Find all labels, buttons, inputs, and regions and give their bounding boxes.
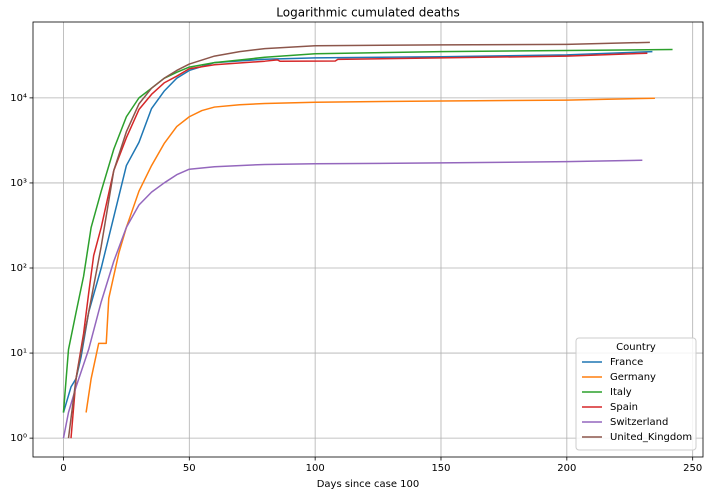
x-tick-label: 100 [306,463,325,474]
legend-label: Switzerland [610,417,668,428]
series-line [62,50,653,413]
x-tick-label: 200 [557,463,576,474]
x-axis-label: Days since case 100 [317,479,420,490]
x-tick-label: 150 [431,463,450,474]
legend-label: France [610,357,643,368]
legend-box [575,337,697,451]
series-line [85,97,655,413]
y-tick-label: 10⁰ [10,433,27,444]
series-line [67,41,650,439]
series-line [62,159,643,439]
x-tick-label: 0 [60,463,66,474]
y-tick-label: 10¹ [10,348,27,359]
legend-title: Country [616,342,656,353]
plot-frame [32,21,704,458]
lines [62,41,673,439]
legend-label: United_Kingdom [610,432,692,443]
series-line [70,52,648,439]
axes: 0 50 100 150 200 250 10⁰ 10¹ 10² 10³ 10⁴ [10,93,702,474]
y-tick-label: 10² [10,263,27,274]
x-tick-label: 250 [683,463,702,474]
legend: Country France Germany Italy Spain Switzerlan… [575,337,697,451]
x-tick-label: 50 [183,463,196,474]
grid [33,22,703,457]
legend-label: Germany [610,372,656,383]
y-tick-label: 10³ [10,178,27,189]
chart-title: Logarithmic cumulated deaths [276,6,459,20]
legend-label: Italy [610,387,632,398]
y-tick-label: 10⁴ [10,93,27,104]
legend-label: Spain [610,402,638,413]
